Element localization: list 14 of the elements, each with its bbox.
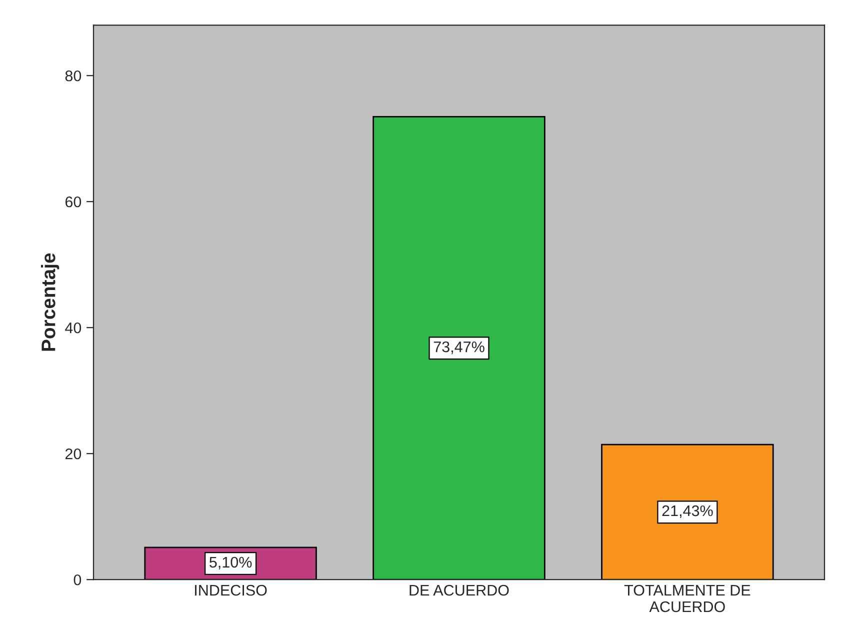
y-tick-label: 80 xyxy=(65,70,82,82)
y-axis-title: Porcentaje xyxy=(41,253,60,351)
y-tick-label: 0 xyxy=(74,574,82,586)
data-label: 73,47% xyxy=(434,341,484,354)
y-tick-label: 40 xyxy=(65,322,82,334)
x-tick-label: TOTALMENTE DE ACUERDO xyxy=(624,584,750,612)
y-tick-label: 60 xyxy=(65,196,82,208)
data-label: 5,10% xyxy=(210,556,252,570)
bar xyxy=(372,116,546,580)
bar xyxy=(601,444,774,580)
x-tick-label: INDECISO xyxy=(195,584,267,596)
x-tick-label: DE ACUERDO xyxy=(410,584,509,596)
y-tick-label: 20 xyxy=(65,448,82,460)
data-label: 21,43% xyxy=(662,505,713,518)
